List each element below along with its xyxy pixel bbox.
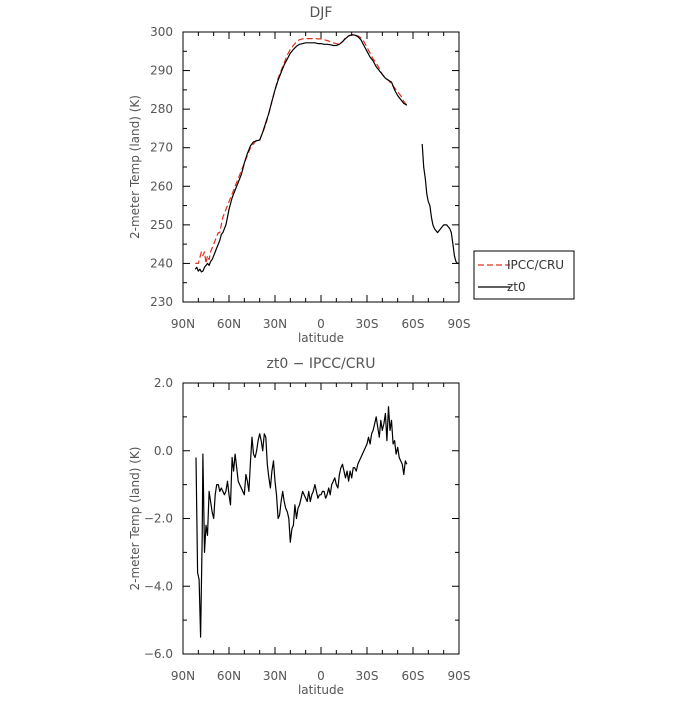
x-tick-label: 30S: [356, 669, 379, 683]
x-axis-label: latitude: [298, 683, 344, 697]
y-tick-label: 260: [150, 179, 173, 193]
y-tick-label: −4.0: [144, 579, 173, 593]
x-tick-label: 90S: [448, 317, 471, 331]
legend: IPCC/CRU zt0: [473, 250, 575, 300]
x-tick-label: 60S: [402, 669, 425, 683]
legend-label: IPCC/CRU: [507, 258, 564, 272]
x-axis-label: latitude: [298, 331, 344, 345]
y-tick-label: 230: [150, 295, 173, 309]
x-tick-label: 90N: [171, 317, 195, 331]
x-tick-label: 90S: [448, 669, 471, 683]
series-line-ipcc-cru: [195, 34, 408, 264]
chart-title: zt0 − IPCC/CRU: [267, 356, 376, 372]
x-tick-label: 0: [317, 669, 325, 683]
x-tick-label: 0: [317, 317, 325, 331]
y-tick-label: −2.0: [144, 512, 173, 526]
y-tick-label: 250: [150, 218, 173, 232]
y-tick-label: 2.0: [154, 376, 173, 390]
y-axis-label: 2-meter Temp (land) (K): [128, 95, 142, 239]
legend-label: zt0: [507, 280, 526, 294]
x-tick-label: 60N: [217, 669, 241, 683]
plot-frame: [182, 31, 460, 303]
difference-line: [195, 406, 408, 638]
bottom-panel-difference: zt0 − IPCC/CRU 90N 60N 30N 0 30S 60S 90S −6.0 −4.…: [128, 356, 470, 697]
x-tick-label: 60S: [402, 317, 425, 331]
x-tick-label: 60N: [217, 317, 241, 331]
x-tick-label: 30N: [263, 317, 287, 331]
y-tick-label: 300: [150, 25, 173, 39]
series-line-zt0: [194, 34, 408, 273]
series-line-zt0: [421, 143, 459, 264]
y-tick-label: 280: [150, 102, 173, 116]
y-tick-label: 240: [150, 256, 173, 270]
y-tick-label: 270: [150, 141, 173, 155]
x-tick-label: 30S: [356, 317, 379, 331]
chart-title: DJF: [310, 5, 333, 21]
y-axis-label: 2-meter Temp (land) (K): [128, 447, 142, 591]
legend-box: [473, 250, 575, 300]
plot-frame: [182, 382, 460, 655]
y-tick-label: 0.0: [154, 444, 173, 458]
x-tick-label: 30N: [263, 669, 287, 683]
y-tick-label: 290: [150, 64, 173, 78]
y-tick-label: −6.0: [144, 647, 173, 661]
top-panel-djf-temperature: DJF 90N 60N 30N 0 30S 60S 90S 230 240 250 260 270 280…: [128, 5, 575, 345]
x-tick-label: 90N: [171, 669, 195, 683]
